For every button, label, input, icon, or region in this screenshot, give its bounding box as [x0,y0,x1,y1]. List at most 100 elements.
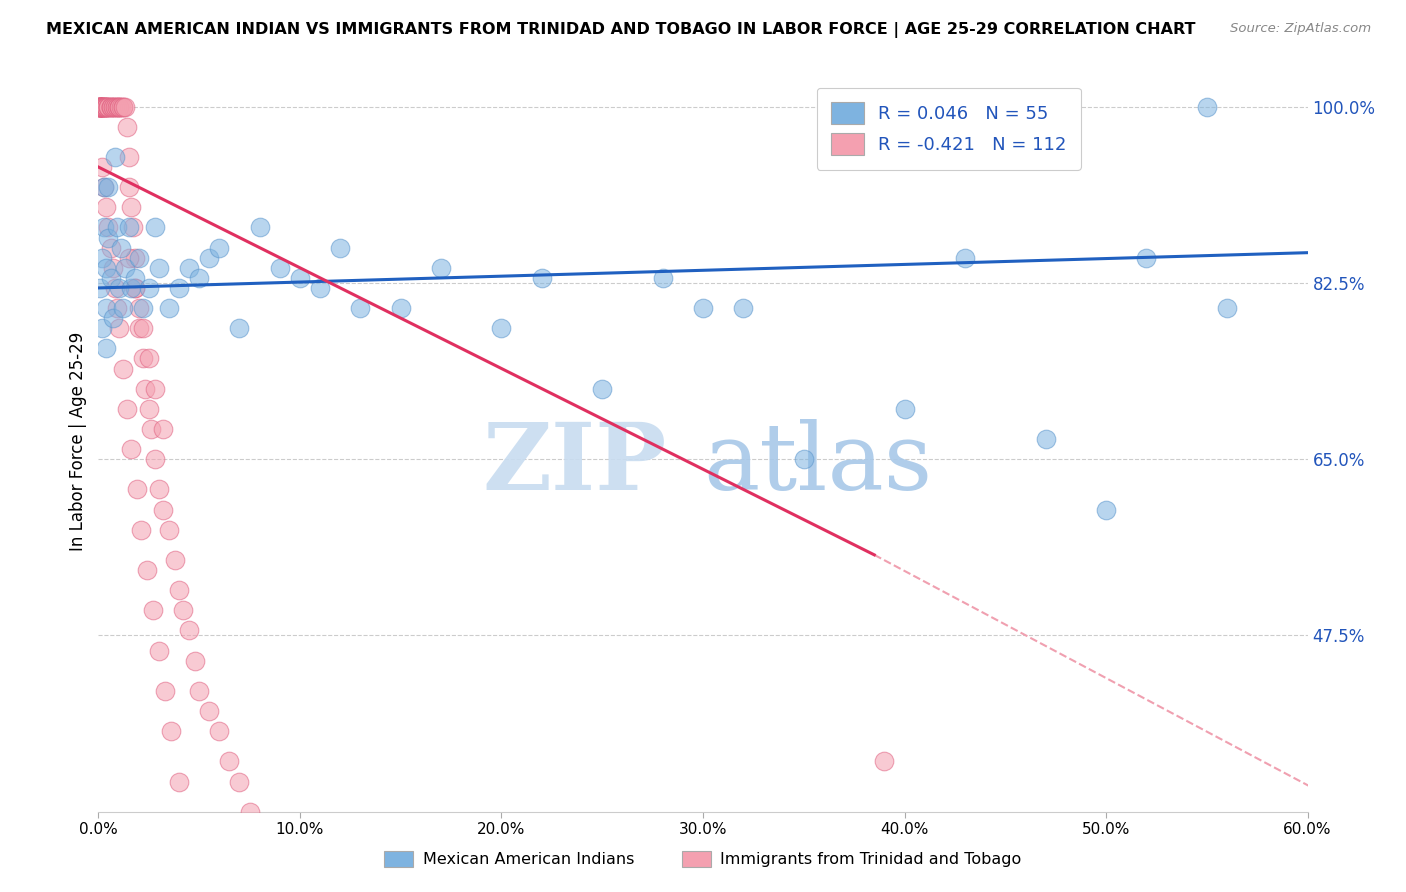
Point [132,301,155,315]
Point [100,100,122,114]
Point [167,774,190,789]
Point [138,281,160,295]
Point [198,251,221,265]
Text: Source: ZipAtlas.com: Source: ZipAtlas.com [1230,22,1371,36]
Point [208,724,231,739]
Point [93,100,115,114]
Point [114,100,136,114]
Point [91,100,114,114]
Point [692,301,714,315]
Point [110,241,132,255]
Point [105,301,128,315]
Point [873,755,896,769]
Point [97,100,120,114]
Point [1135,251,1157,265]
Point [118,150,141,164]
Point [1216,301,1239,315]
Point [111,100,134,114]
Point [184,654,207,668]
Point [128,251,150,265]
Point [111,100,134,114]
Point [93,100,115,114]
Point [107,100,129,114]
Point [115,401,138,416]
Point [163,553,186,567]
Point [179,624,201,638]
Point [89,100,111,114]
Point [148,260,170,275]
Point [105,100,128,114]
Point [228,321,250,335]
Point [89,100,111,114]
Point [132,351,155,366]
Point [893,401,915,416]
Point [105,220,128,235]
Point [89,281,111,295]
Point [143,452,166,467]
Point [218,755,240,769]
Point [89,100,111,114]
Text: ZIP: ZIP [482,418,666,508]
Point [179,260,201,275]
Point [124,251,146,265]
Point [591,382,613,396]
Point [111,301,134,315]
Point [198,704,221,718]
Point [97,220,120,235]
Point [91,251,114,265]
Point [118,220,141,235]
Point [309,281,332,295]
Point [139,422,162,436]
Point [329,241,352,255]
Point [129,523,152,537]
Point [96,100,118,114]
Point [105,100,128,114]
Text: atlas: atlas [703,418,932,508]
Point [349,301,371,315]
Point [96,301,118,315]
Point [135,563,157,577]
Point [120,281,142,295]
Point [249,220,271,235]
Point [138,401,160,416]
Point [530,270,553,285]
Point [114,260,136,275]
Point [793,452,815,467]
Point [107,321,129,335]
Point [124,281,146,295]
Point [107,100,129,114]
Point [259,855,281,869]
Point [96,200,118,214]
Point [134,382,156,396]
Point [91,100,114,114]
Point [239,805,262,819]
Point [97,180,120,194]
Point [93,100,115,114]
Point [89,100,111,114]
Point [91,160,114,174]
Point [172,603,194,617]
Legend: Mexican American Indians, Immigrants from Trinidad and Tobago: Mexican American Indians, Immigrants fro… [377,843,1029,875]
Point [96,100,118,114]
Point [188,683,211,698]
Point [389,301,412,315]
Point [148,483,170,497]
Point [97,100,120,114]
Point [115,120,138,134]
Point [111,361,134,376]
Point [167,281,190,295]
Point [138,351,160,366]
Point [132,321,155,335]
Point [491,321,513,335]
Text: MEXICAN AMERICAN INDIAN VS IMMIGRANTS FROM TRINIDAD AND TOBAGO IN LABOR FORCE | : MEXICAN AMERICAN INDIAN VS IMMIGRANTS FR… [46,22,1197,38]
Point [103,281,125,295]
Point [733,301,755,315]
Point [93,180,115,194]
Legend: R = 0.046   N = 55, R = -0.421   N = 112: R = 0.046 N = 55, R = -0.421 N = 112 [817,87,1081,169]
Point [89,100,111,114]
Point [120,200,142,214]
Point [288,270,311,285]
Point [208,241,231,255]
Point [1035,432,1057,446]
Point [89,100,111,114]
